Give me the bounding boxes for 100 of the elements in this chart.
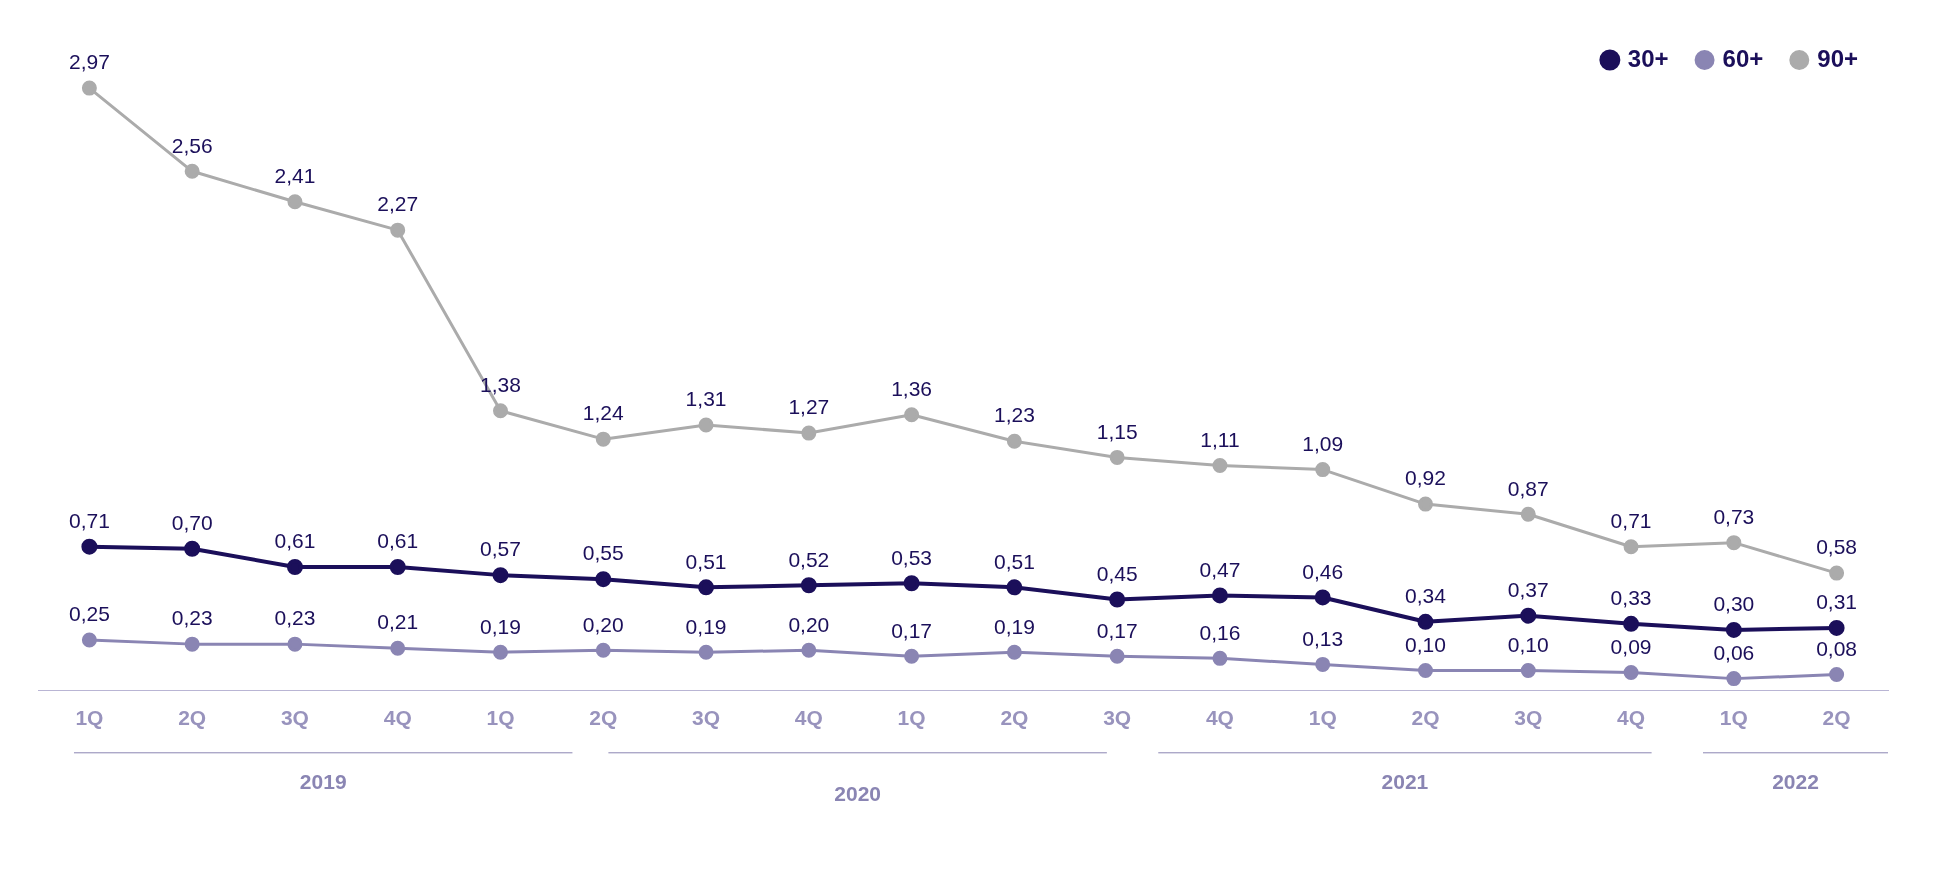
data-label: 1,24	[582, 401, 625, 425]
point	[698, 579, 715, 596]
data-label: 0,23	[171, 606, 213, 630]
point	[390, 222, 406, 238]
data-label: 0,45	[1096, 561, 1138, 585]
x-tick-label: 2Q	[1411, 706, 1440, 730]
data-label: 2,56	[171, 133, 213, 157]
data-label: 0,17	[891, 618, 933, 642]
data-label: 0,06	[1713, 640, 1755, 664]
point	[1623, 539, 1639, 555]
text: 2022	[1772, 770, 1819, 794]
data-label: 1,31	[685, 387, 727, 411]
x-tick-label: 3Q	[692, 706, 721, 730]
point	[1726, 671, 1742, 687]
legend-label: 90+	[1817, 44, 1859, 72]
data-label: 0,55	[582, 541, 624, 565]
point	[698, 644, 714, 660]
x-tick-label: 2Q	[589, 706, 618, 730]
text: 2019	[299, 770, 347, 794]
point	[1109, 648, 1125, 664]
data-label: 0,33	[1610, 586, 1652, 610]
point	[287, 194, 303, 210]
point	[1212, 458, 1228, 474]
x-tick-label: 4Q	[794, 706, 823, 730]
point	[903, 575, 920, 592]
data-label: 0,08	[1816, 636, 1858, 660]
data-label: 0,31	[1816, 590, 1858, 614]
data-label: 1,27	[788, 395, 830, 419]
legend-label: 30+	[1627, 44, 1669, 72]
data-label: 1,23	[993, 403, 1035, 427]
point	[184, 636, 200, 652]
point	[904, 407, 920, 423]
data-label: 1,15	[1096, 419, 1138, 443]
data-label: 0,19	[993, 614, 1035, 638]
point	[184, 540, 201, 557]
point	[698, 417, 714, 433]
data-label: 0,57	[480, 537, 521, 561]
point	[1315, 656, 1331, 672]
point	[1828, 619, 1845, 636]
point	[1212, 650, 1228, 666]
point	[1520, 663, 1536, 679]
point	[1211, 587, 1228, 604]
point	[595, 642, 611, 658]
data-label: 2,27	[377, 192, 419, 216]
legend-label: 60+	[1722, 44, 1764, 72]
data-label: 0,92	[1405, 466, 1446, 490]
point	[1006, 644, 1022, 660]
x-tick-label: 1Q	[897, 706, 926, 730]
point	[801, 425, 817, 441]
point	[904, 648, 920, 664]
data-label: 0,20	[788, 612, 830, 636]
x-tick-label: 1Q	[75, 706, 104, 730]
data-label: 0,46	[1302, 559, 1344, 583]
data-label: 2,97	[68, 50, 110, 74]
data-label: 1,09	[1302, 431, 1344, 455]
x-tick-label: 1Q	[486, 706, 515, 730]
point	[286, 559, 303, 576]
point	[1623, 665, 1639, 681]
point	[1006, 579, 1023, 596]
point	[389, 559, 406, 576]
point	[287, 636, 303, 652]
point	[1829, 565, 1845, 581]
x-tick-label: 1Q	[1719, 706, 1748, 730]
point	[184, 163, 200, 179]
point	[1623, 615, 1640, 632]
point	[1109, 591, 1126, 608]
data-label: 1,38	[480, 373, 521, 397]
point	[81, 632, 97, 648]
point	[492, 567, 509, 584]
x-tick-label: 4Q	[383, 706, 412, 730]
data-label: 0,19	[685, 614, 727, 638]
data-label: 0,13	[1302, 626, 1344, 650]
data-label: 0,20	[582, 612, 624, 636]
data-label: 2,41	[274, 164, 316, 188]
point	[1109, 449, 1125, 465]
data-label: 0,52	[788, 547, 830, 571]
data-label: 0,23	[274, 606, 316, 630]
data-label: 0,10	[1507, 632, 1549, 656]
point	[1829, 667, 1845, 683]
data-label: 0,53	[891, 545, 933, 569]
data-label: 0,21	[377, 610, 419, 634]
data-label: 0,09	[1610, 634, 1652, 658]
point	[800, 577, 817, 594]
text: 2020	[834, 782, 882, 806]
text: 2021	[1381, 770, 1429, 794]
x-tick-label: 2Q	[178, 706, 207, 730]
data-label: 0,16	[1199, 620, 1241, 644]
data-label: 0,87	[1507, 476, 1549, 500]
point	[493, 644, 508, 660]
point	[1006, 433, 1022, 449]
point	[1726, 535, 1742, 551]
point	[1418, 663, 1433, 679]
data-label: 0,70	[171, 511, 213, 535]
data-label: 0,10	[1405, 632, 1446, 656]
point	[595, 571, 612, 588]
data-label: 0,61	[274, 529, 316, 553]
data-label: 0,19	[480, 614, 521, 638]
x-tick-label: 4Q	[1617, 706, 1646, 730]
point	[1314, 589, 1331, 606]
data-label: 0,34	[1405, 584, 1447, 608]
